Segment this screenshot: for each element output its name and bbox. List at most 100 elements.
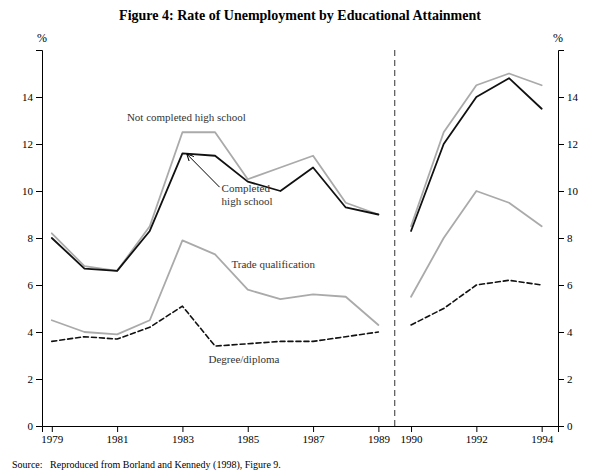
tick-mark	[476, 426, 477, 432]
tick: 1985	[237, 426, 259, 445]
tick-mark	[52, 426, 53, 432]
tick-mark	[558, 191, 564, 192]
tick: 1979	[41, 426, 64, 445]
annotation-line: Not completed high school	[127, 111, 246, 123]
tick: 14	[558, 91, 579, 103]
axis-line	[43, 427, 559, 433]
tick-mark	[558, 332, 564, 333]
chart-svg: Figure 4: Rate of Unemployment by Educat…	[0, 0, 600, 476]
y-axis-label: %	[37, 31, 47, 45]
annotation-line: Completed	[222, 182, 271, 194]
tick: 1987	[303, 426, 326, 445]
annotation-line: Trade qualification	[231, 258, 315, 270]
tick-mark	[558, 426, 564, 427]
chart-container: Figure 4: Rate of Unemployment by Educat…	[0, 0, 600, 476]
plot-area	[52, 50, 542, 426]
annotation: Trade qualification	[231, 258, 315, 270]
tick-mark	[378, 426, 379, 432]
tick: 8	[558, 232, 573, 244]
tick-label: 14	[22, 91, 34, 103]
tick-label: 2	[567, 373, 573, 385]
y2-axis-label: %	[553, 31, 563, 45]
annotation: Not completed high school	[127, 111, 246, 123]
separator-line	[394, 50, 395, 426]
axis-line	[559, 51, 565, 427]
tick: 14	[22, 91, 42, 103]
tick-label: 1992	[466, 433, 488, 445]
series-line	[52, 153, 379, 271]
tick: 1983	[172, 426, 195, 445]
tick-mark	[542, 426, 543, 432]
annotation-line: Degree/diploma	[209, 353, 280, 365]
tick-label: 1985	[237, 433, 259, 445]
tick-label: 1979	[41, 433, 64, 445]
tick-label: 10	[22, 185, 34, 197]
tick-label: 6	[28, 279, 34, 291]
tick: 1994	[531, 426, 554, 445]
tick-mark	[36, 332, 42, 333]
tick-mark	[558, 97, 564, 98]
tick-label: 4	[567, 326, 573, 338]
series-line	[411, 191, 542, 297]
tick: 1992	[466, 426, 488, 445]
tick: 6	[558, 279, 573, 291]
series-line	[52, 240, 379, 334]
tick: 12	[558, 138, 578, 150]
tick-mark	[558, 379, 564, 380]
source: Source: Reproduced from Borland and Kenn…	[12, 459, 281, 471]
tick-label: 8	[28, 232, 34, 244]
tick-label: 14	[567, 91, 579, 103]
tick-label: 6	[567, 279, 573, 291]
tick-mark	[558, 144, 564, 145]
tick-mark	[36, 426, 42, 427]
tick-label: 12	[22, 138, 33, 150]
tick-label: 1983	[172, 433, 195, 445]
tick-label: 1987	[303, 433, 326, 445]
tick-mark	[558, 285, 564, 286]
tick: 4	[28, 326, 43, 338]
tick-mark	[36, 97, 42, 98]
tick: 1981	[107, 426, 129, 445]
series-line	[411, 280, 542, 325]
tick-label: 1990	[401, 433, 424, 445]
tick-label: 2	[28, 373, 34, 385]
tick: 1989	[368, 426, 391, 445]
annotation: Degree/diploma	[209, 353, 280, 365]
tick-mark	[36, 144, 42, 145]
annotations: Not completed high school Completedhigh s…	[127, 111, 316, 365]
tick-label: 8	[567, 232, 573, 244]
x-axis: 1979 1981 1983 1985 1987 1989 1990 1992 1994	[41, 426, 558, 445]
title: Figure 4: Rate of Unemployment by Educat…	[119, 8, 481, 23]
tick-label: 1989	[368, 433, 391, 445]
tick: 10	[558, 185, 579, 197]
tick-label: 0	[28, 420, 34, 432]
tick-mark	[36, 379, 42, 380]
annotation-line: high school	[222, 195, 273, 207]
tick: 0	[28, 420, 43, 432]
annotation: Completedhigh school	[222, 182, 273, 207]
tick-label: 0	[567, 420, 573, 432]
tick: 4	[558, 326, 573, 338]
tick-label: 10	[567, 185, 579, 197]
tick: 2	[558, 373, 573, 385]
tick: 1990	[401, 426, 424, 445]
tick-mark	[117, 426, 118, 432]
series-line	[52, 306, 379, 346]
tick: 12	[22, 138, 42, 150]
annotation-arrow	[187, 155, 219, 188]
tick-mark	[36, 285, 42, 286]
axis-line	[36, 51, 43, 427]
y-axis: 0 2 4 6 8 10 12 14	[22, 51, 43, 433]
tick-mark	[248, 426, 249, 432]
tick-mark	[36, 238, 42, 239]
series-line	[52, 132, 379, 271]
series-line	[411, 78, 542, 231]
tick-label: 4	[28, 326, 34, 338]
tick-mark	[558, 238, 564, 239]
tick: 8	[28, 232, 43, 244]
tick: 2	[28, 373, 43, 385]
tick: 0	[558, 420, 573, 432]
tick-mark	[182, 426, 183, 432]
tick-mark	[36, 191, 42, 192]
tick: 6	[28, 279, 43, 291]
